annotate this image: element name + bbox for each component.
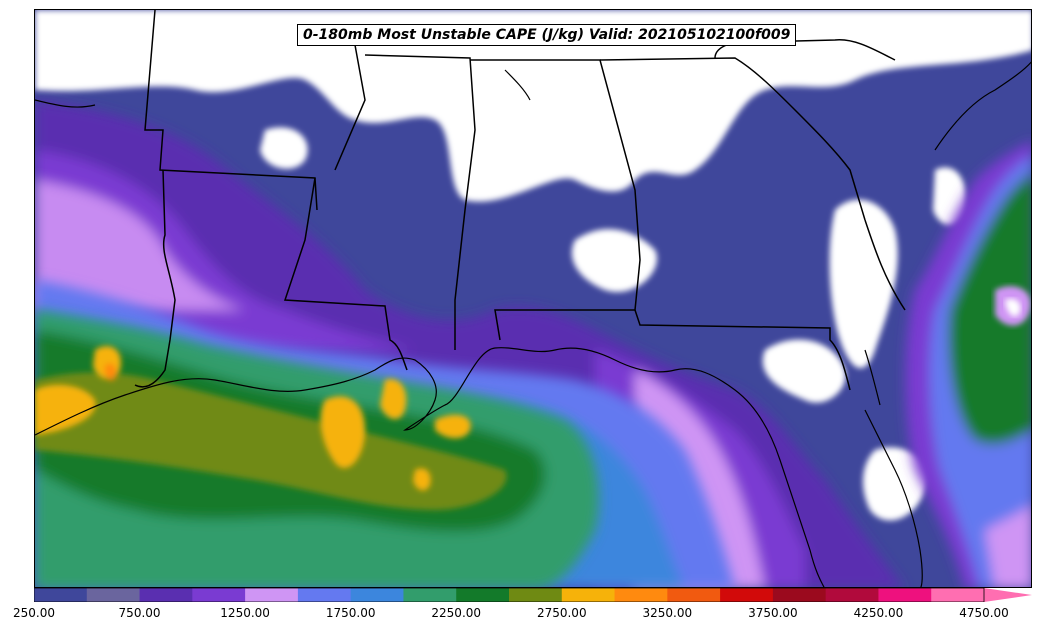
map-panel: 0-180mb Most Unstable CAPE (J/kg) Valid:… (34, 9, 1032, 588)
colorbar-segment (139, 588, 193, 602)
cape-field-map (35, 10, 1031, 587)
colorbar-segment (561, 588, 616, 602)
olive-band (35, 372, 507, 510)
colorbar-tick-label: 4750.00 (959, 606, 1009, 620)
colorbar-tick-label: 2750.00 (536, 606, 587, 620)
colorbar-segment (297, 588, 352, 602)
colorbar-tick-label: 3250.00 (642, 606, 693, 620)
colorbar-segment (878, 588, 932, 602)
colorbar-segment (350, 588, 404, 602)
colorbar-tick-label: 4250.00 (853, 606, 904, 620)
colorbar-segment (614, 588, 668, 602)
colorbar-tick-label: 750.00 (118, 606, 161, 620)
state-boundaries (134, 10, 906, 391)
colorbar-segment (720, 588, 774, 602)
colorbar-segment (192, 588, 246, 602)
colorbar-segment (245, 588, 299, 602)
colorbar-segment (456, 588, 510, 602)
coastline (35, 61, 1031, 587)
colorbar (34, 588, 1032, 602)
colorbar-segment (931, 588, 985, 602)
colorbar-segment (772, 588, 827, 602)
colorbar-tick-label: 1750.00 (325, 606, 376, 620)
colorbar-segment (34, 588, 88, 602)
colorbar-outline (34, 588, 985, 602)
cape-fill-layer (35, 10, 1031, 587)
colorbar-tick-label: 1250.00 (220, 606, 270, 620)
colorbar-segment (86, 588, 141, 602)
colorbar-tick-label: 3750.00 (748, 606, 798, 620)
colorbar-segment (403, 588, 457, 602)
atlantic-band (905, 141, 1031, 587)
colorbar-tick-label: 2250.00 (431, 606, 482, 620)
colorbar-segment (667, 588, 721, 602)
colorbar-segment (825, 588, 879, 602)
colorbar-tick-label: 250.00 (13, 606, 55, 620)
colorbar-segment (509, 588, 563, 602)
colorbar-segments (34, 588, 985, 602)
colorbar-extend-arrow (984, 588, 1032, 602)
map-title: 0-180mb Most Unstable CAPE (J/kg) Valid:… (297, 24, 797, 46)
